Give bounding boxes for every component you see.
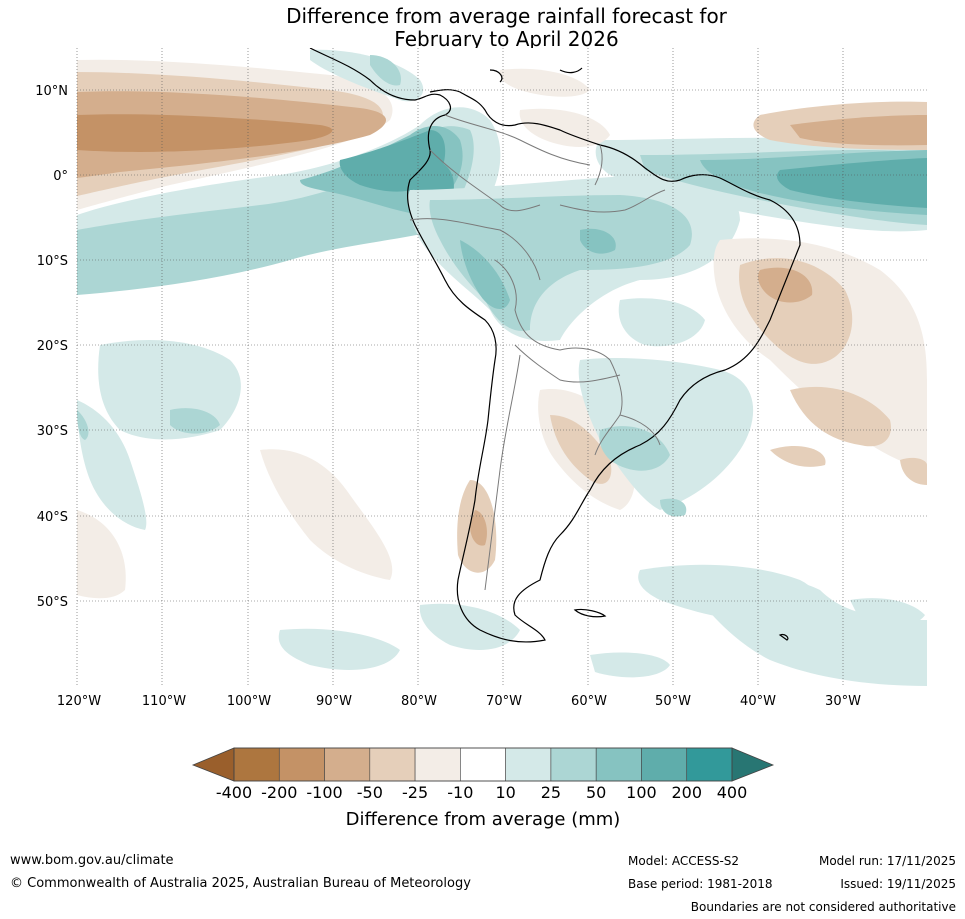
lon-label: 90°W (316, 694, 352, 709)
lat-label: 10°S (37, 254, 68, 269)
lat-label: 50°S (37, 595, 68, 610)
colorbar-tick-label: -100 (306, 783, 342, 802)
latitude-labels: 10°N 0° 10°S 20°S 30°S 40°S 50°S (35, 84, 68, 610)
colorbar-bin (550, 747, 597, 782)
lat-label: 0° (53, 169, 68, 184)
colorbar-frame (233, 747, 733, 782)
colorbar-bin (686, 747, 733, 782)
lon-label: 100°W (227, 694, 271, 709)
colorbar-tick-label: 50 (586, 783, 606, 802)
model-name: Model: ACCESS-S2 (628, 854, 740, 868)
colorbar-bin (278, 747, 325, 782)
lon-label: 110°W (142, 694, 186, 709)
colorbar (191, 747, 775, 782)
colorbar-bin (324, 747, 371, 782)
longitude-labels: 120°W 110°W 100°W 90°W 80°W 70°W 60°W 50… (57, 694, 861, 709)
anomaly-shading (77, 49, 927, 686)
colorbar-tick-label: -50 (357, 783, 383, 802)
coastline (309, 48, 801, 643)
graticule (76, 48, 927, 686)
colorbar-bin (505, 747, 552, 782)
lat-label: 40°S (37, 510, 68, 525)
colorbar-tick-label: 10 (495, 783, 515, 802)
colorbar-bin (460, 747, 506, 782)
colorbar-under-arrow (191, 747, 235, 782)
lat-label: 30°S (37, 424, 68, 439)
colorbar-tick-label: 200 (671, 783, 702, 802)
lon-label: 70°W (486, 694, 522, 709)
lat-label: 20°S (37, 339, 68, 354)
colorbar-tick-label: -200 (261, 783, 297, 802)
colorbar-tick-label: -10 (447, 783, 473, 802)
colorbar-label: Difference from average (mm) (346, 809, 621, 830)
colorbar-bin (369, 747, 416, 782)
lon-label: 30°W (825, 694, 861, 709)
lon-label: 60°W (571, 694, 607, 709)
lon-label: 40°W (740, 694, 776, 709)
colorbar-bin (595, 747, 642, 782)
colorbar-tick-label: -25 (402, 783, 428, 802)
model-run-date: Model run: 17/11/2025 (818, 854, 956, 868)
colorbar-tick-label: 400 (717, 783, 748, 802)
issued-date: Issued: 19/11/2025 (840, 877, 956, 891)
copyright-notice: © Commonwealth of Australia 2025, Austra… (10, 876, 471, 891)
map-title-line-1: Difference from average rainfall forecas… (286, 4, 727, 28)
lon-label: 80°W (401, 694, 437, 709)
colorbar-tick-label: 25 (541, 783, 561, 802)
country-borders (409, 114, 666, 591)
lon-label: 50°W (655, 694, 691, 709)
colorbar-bin (641, 747, 688, 782)
map-title-line-2: February to April 2026 (394, 27, 619, 51)
lat-label: 10°N (35, 84, 68, 99)
boundaries-disclaimer: Boundaries are not considered authoritat… (690, 900, 956, 914)
website-link[interactable]: www.bom.gov.au/climate (10, 853, 174, 868)
lon-label: 120°W (57, 694, 101, 709)
colorbar-bin (414, 747, 461, 782)
colorbar-over-arrow (731, 747, 775, 782)
colorbar-tick-label: -400 (216, 783, 252, 802)
colorbar-bin (233, 747, 280, 782)
base-period: Base period: 1981-2018 (628, 877, 773, 891)
colorbar-tick-label: 100 (626, 783, 657, 802)
